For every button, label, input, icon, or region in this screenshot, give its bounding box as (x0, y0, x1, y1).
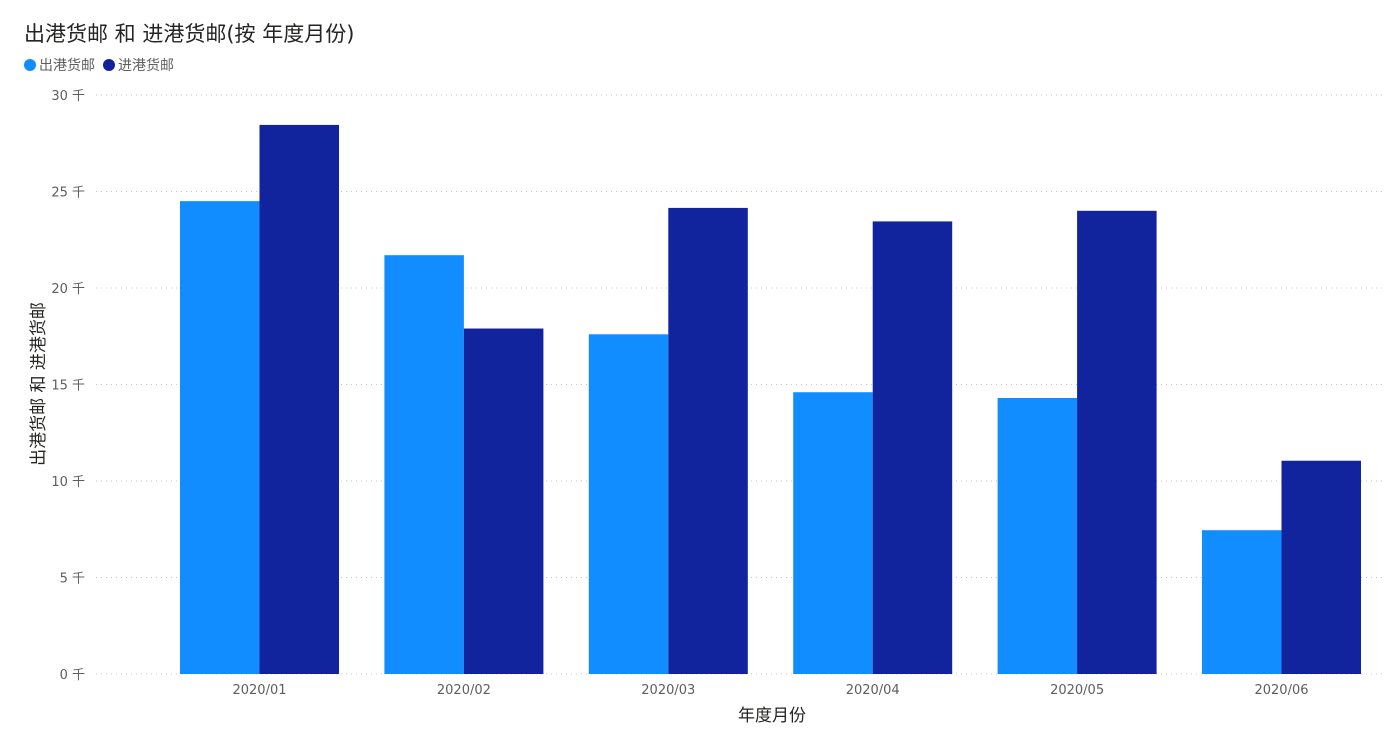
y-tick-label: 20 千 (51, 282, 85, 297)
x-tick-label: 2020/03 (641, 683, 695, 698)
x-axis-ticks: 2020/01 2020/02 2020/03 2020/04 2020/05 2020/… (232, 683, 1308, 698)
x-axis-title: 年度月份 (738, 706, 806, 726)
bar-inbound-5[interactable] (1077, 210, 1157, 675)
legend-item-inbound[interactable]: 进港货邮 (103, 55, 174, 75)
bar-outbound-3[interactable] (588, 334, 669, 674)
y-tick-label: 15 千 (51, 379, 85, 394)
x-tick-label: 2020/05 (1050, 683, 1104, 698)
y-tick-label: 25 千 (51, 186, 85, 201)
x-tick-label: 2020/02 (437, 683, 491, 698)
bar-outbound-5[interactable] (997, 398, 1078, 674)
y-tick-label: 0 千 (60, 668, 85, 683)
bar-outbound-4[interactable] (793, 392, 873, 674)
y-axis-ticks: 0 千 5 千 10 千 15 千 20 千 25 千 30 千 (51, 89, 85, 683)
bar-outbound-6[interactable] (1202, 530, 1282, 674)
legend-label-outbound: 出港货邮 (39, 58, 95, 74)
legend-marker-outbound (24, 59, 36, 71)
legend-item-outbound[interactable]: 出港货邮 (24, 55, 95, 75)
bar-outbound-2[interactable] (384, 255, 464, 674)
legend-marker-inbound (103, 59, 115, 71)
y-tick-label: 30 千 (51, 89, 85, 104)
legend: 出港货邮 进港货邮 (24, 55, 174, 75)
x-tick-label: 2020/01 (232, 683, 286, 698)
x-tick-label: 2020/04 (846, 683, 900, 698)
bar-inbound-6[interactable] (1281, 460, 1362, 674)
bars (180, 124, 1362, 675)
bar-inbound-2[interactable] (463, 328, 544, 674)
x-tick-label: 2020/06 (1254, 683, 1308, 698)
chart-title: 出港货邮 和 进港货邮(按 年度月份) (24, 22, 355, 46)
y-tick-label: 10 千 (51, 475, 85, 490)
bar-inbound-1[interactable] (259, 124, 340, 675)
bar-inbound-4[interactable] (872, 221, 953, 675)
bar-outbound-1[interactable] (180, 201, 260, 674)
bar-inbound-3[interactable] (668, 207, 748, 674)
legend-label-inbound: 进港货邮 (118, 58, 174, 74)
y-tick-label: 5 千 (60, 572, 85, 587)
y-axis-title: 出港货邮 和 进港货邮 (29, 302, 49, 466)
